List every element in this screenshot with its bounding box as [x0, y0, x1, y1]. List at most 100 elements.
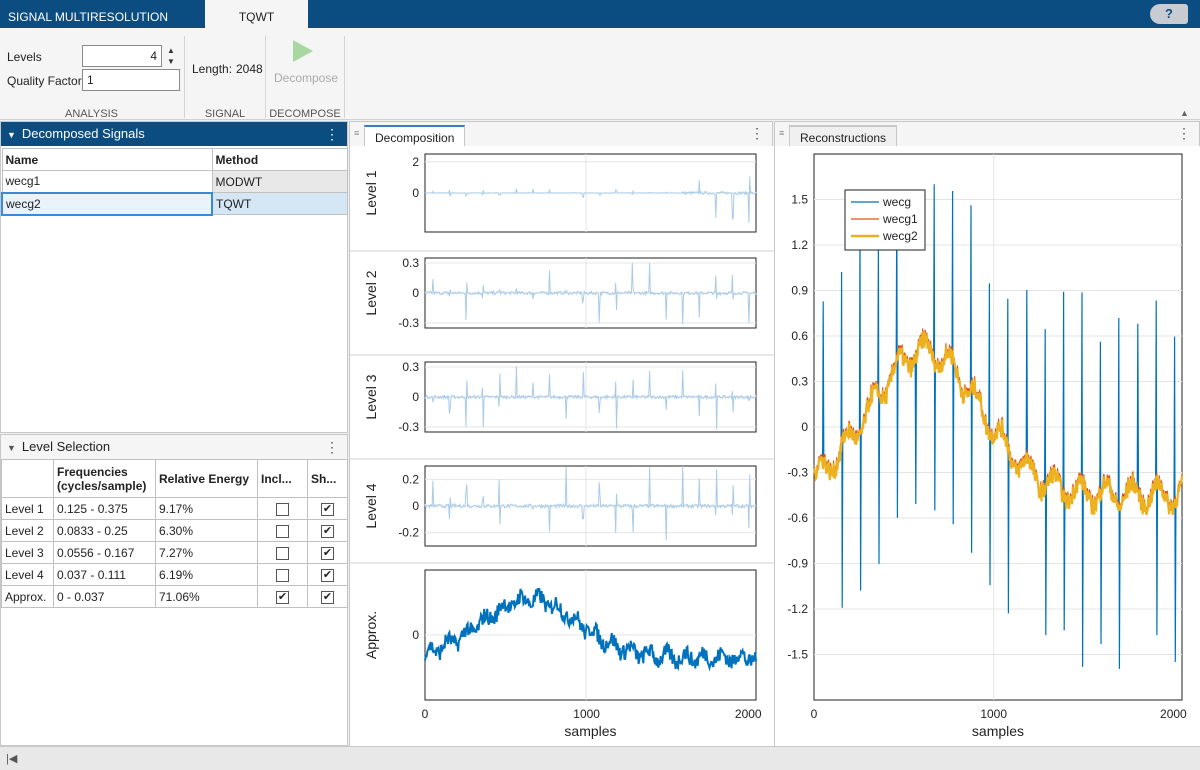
show-checkbox[interactable]: ✔ — [321, 546, 334, 560]
column-header[interactable]: Incl... — [257, 459, 308, 498]
spin-down-icon[interactable]: ▼ — [167, 57, 175, 66]
series-line — [424, 176, 757, 223]
level-name: Level 2 — [1, 519, 54, 542]
chevron-down-icon: ▼ — [7, 443, 16, 453]
y-tick-label: 0 — [801, 420, 808, 434]
length-label: Length: — [192, 62, 233, 76]
level-frequency: 0.125 - 0.375 — [53, 497, 156, 520]
level-name: Approx. — [1, 585, 54, 608]
x-axis-label: samples — [564, 723, 616, 739]
decompose-button[interactable]: Decompose — [274, 71, 339, 85]
kebab-menu-icon[interactable]: ⋮ — [1177, 125, 1191, 141]
table-row[interactable]: Level 4 0.037 - 0.111 6.19% ✔ — [1, 563, 348, 586]
level-energy: 6.19% — [155, 563, 258, 586]
table-row[interactable]: Level 3 0.0556 - 0.167 7.27% ✔ — [1, 541, 348, 564]
y-tick-label: -0.3 — [398, 420, 419, 434]
level-selection-header[interactable]: ▼ Level Selection — [1, 435, 347, 459]
kebab-menu-icon[interactable]: ⋮ — [325, 439, 339, 455]
legend-box — [844, 189, 926, 251]
drag-handle-icon[interactable]: ≡ — [354, 128, 360, 138]
kebab-menu-icon[interactable]: ⋮ — [325, 126, 339, 142]
column-header[interactable]: Frequencies (cycles/sample) — [53, 459, 156, 498]
collapse-toolstrip-icon[interactable]: ▲ — [1180, 108, 1189, 118]
signal-name[interactable]: wecg2 — [1, 191, 213, 216]
column-header[interactable]: Relative Energy — [155, 459, 258, 498]
level-energy: 9.17% — [155, 497, 258, 520]
table-row[interactable]: wecg1 MODWT — [1, 170, 348, 193]
column-header[interactable]: Sh... — [307, 459, 348, 498]
decomposition-plots[interactable]: 2 0 Level 1 0.3 0 -0.3 Level 2 0.3 0 -0.3 Level 3 0… — [350, 146, 774, 746]
y-tick-label: 0.3 — [402, 256, 419, 270]
tab-app[interactable]: SIGNAL MULTIRESOLUTION ANALYZER — [8, 10, 169, 58]
divider — [184, 36, 185, 118]
y-tick-label: -0.9 — [787, 557, 808, 571]
collapse-left-icon[interactable]: |◀ — [6, 753, 18, 765]
panel-title: Level Selection — [21, 439, 111, 454]
include-checkbox[interactable] — [276, 502, 289, 516]
show-checkbox[interactable]: ✔ — [321, 502, 334, 516]
y-tick-label: 2 — [412, 155, 419, 169]
levels-spinner[interactable]: ▲ ▼ — [162, 45, 180, 67]
y-tick-label: 0.3 — [791, 375, 808, 389]
decomposed-signals-panel: ▼ Decomposed Signals ⋮ Name Method wecg1 … — [0, 121, 348, 433]
show-checkbox[interactable]: ✔ — [321, 524, 334, 538]
y-tick-label: -0.3 — [787, 466, 808, 480]
chevron-down-icon: ▼ — [7, 130, 16, 140]
x-tick-label: 2000 — [735, 707, 762, 721]
reconstructions-panel: ≡ Reconstructions ⋮ 1.5 1.2 0.9 0.6 0.3 0 -0.3… — [774, 121, 1200, 746]
tab-reconstructions[interactable]: Reconstructions — [789, 125, 898, 147]
x-tick-label: 1000 — [573, 707, 600, 721]
x-tick-label: 1000 — [980, 707, 1007, 721]
y-axis-label: Level 4 — [363, 483, 379, 528]
y-tick-label: 0.3 — [402, 360, 419, 374]
column-header[interactable]: Name — [1, 148, 213, 171]
length-value: 2048 — [236, 62, 263, 76]
x-tick-label: 0 — [811, 707, 818, 721]
kebab-menu-icon[interactable]: ⋮ — [750, 125, 764, 141]
series-line — [424, 465, 757, 541]
quality-factor-label: Quality Factor — [7, 74, 82, 88]
column-header[interactable]: Method — [211, 148, 348, 171]
signal-name[interactable]: wecg1 — [1, 170, 213, 193]
show-checkbox[interactable]: ✔ — [321, 568, 334, 582]
divider — [265, 36, 266, 118]
legend-entry: wecg2 — [882, 229, 918, 243]
tab-tqwt[interactable]: TQWT — [205, 0, 308, 28]
include-checkbox[interactable]: ✔ — [276, 590, 289, 604]
quality-factor-input[interactable]: 1 — [82, 69, 180, 91]
level-name: Level 3 — [1, 541, 54, 564]
levels-input[interactable]: 4 — [82, 45, 162, 67]
table-row[interactable]: Level 1 0.125 - 0.375 9.17% ✔ — [1, 497, 348, 520]
y-tick-label: 0 — [412, 628, 419, 642]
y-axis-label: Level 2 — [363, 270, 379, 315]
play-icon[interactable] — [293, 40, 313, 62]
signal-method: TQWT — [211, 192, 348, 215]
reconstruction-plot[interactable]: 1.5 1.2 0.9 0.6 0.3 0 -0.3 -0.6 -0.9 -1.2 -1.5 wecg… — [775, 146, 1200, 746]
drag-handle-icon[interactable]: ≡ — [779, 128, 785, 138]
level-frequency: 0 - 0.037 — [53, 585, 156, 608]
level-selection-table: Frequencies (cycles/sample) Relative Ene… — [1, 459, 348, 608]
level-energy: 6.30% — [155, 519, 258, 542]
level-selection-panel: ▼ Level Selection ⋮ Frequencies (cycles/s… — [0, 434, 348, 746]
column-header — [1, 459, 54, 498]
show-checkbox[interactable]: ✔ — [321, 590, 334, 604]
include-checkbox[interactable] — [276, 524, 289, 538]
toolstrip: Levels 4 ▲ ▼ Quality Factor 1 ANALYSIS L… — [0, 28, 1200, 120]
y-axis-label: Level 3 — [363, 374, 379, 419]
y-axis-label: Level 1 — [363, 170, 379, 215]
table-row[interactable]: Level 2 0.0833 - 0.25 6.30% ✔ — [1, 519, 348, 542]
include-checkbox[interactable] — [276, 546, 289, 560]
decomposition-panel: ≡ Decomposition ⋮ 2 0 Level 1 0.3 0 -0.3 Level… — [349, 121, 774, 746]
spin-up-icon[interactable]: ▲ — [167, 46, 175, 55]
table-row[interactable]: wecg2 TQWT — [1, 191, 348, 216]
y-tick-label: -0.3 — [398, 316, 419, 330]
y-tick-label: 1.5 — [791, 193, 808, 207]
include-checkbox[interactable] — [276, 568, 289, 582]
title-bar: SIGNAL MULTIRESOLUTION ANALYZER TQWT ? — [0, 0, 1200, 58]
help-button[interactable]: ? — [1150, 4, 1188, 24]
decomposed-signals-header[interactable]: ▼ Decomposed Signals — [1, 122, 347, 146]
tab-decomposition[interactable]: Decomposition — [364, 125, 466, 147]
level-name: Level 1 — [1, 497, 54, 520]
table-row[interactable]: Approx. 0 - 0.037 71.06% ✔ ✔ — [1, 585, 348, 608]
y-tick-label: 0 — [412, 499, 419, 513]
